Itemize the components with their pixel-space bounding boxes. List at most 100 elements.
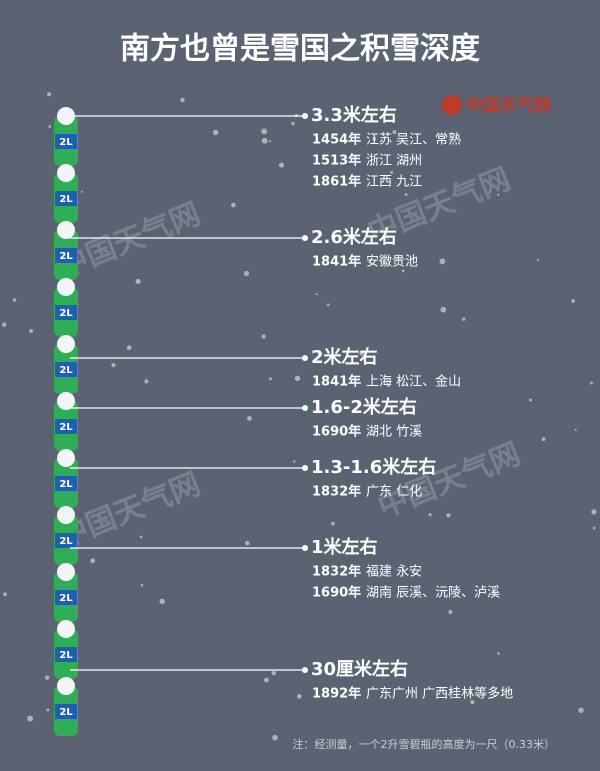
snow-dot bbox=[111, 362, 116, 368]
bottle-label-bg bbox=[55, 134, 77, 149]
footnote: 注：经测量，一个2升雪碧瓶的高度为一尺（0.33米） bbox=[293, 737, 556, 751]
snow-dot bbox=[261, 137, 268, 144]
snow-dot bbox=[159, 598, 165, 605]
record-year: 1841年 bbox=[312, 374, 361, 390]
snow-dot bbox=[315, 293, 318, 296]
level-label: 1米左右 bbox=[311, 536, 378, 558]
bottle-label: 2L bbox=[59, 707, 73, 718]
snow-dot bbox=[231, 202, 236, 208]
level-label: 30厘米左右 bbox=[311, 658, 408, 680]
bottle-label-bg bbox=[55, 590, 77, 605]
level-label: 2.6米左右 bbox=[311, 226, 397, 248]
level-dot bbox=[302, 545, 308, 551]
snow-dot bbox=[44, 675, 50, 680]
snow-dot bbox=[448, 610, 453, 615]
level-dot bbox=[302, 355, 308, 361]
bottle-label-bg bbox=[55, 305, 77, 320]
snow-dot bbox=[589, 381, 593, 385]
level-label: 1.6-2米左右 bbox=[311, 396, 417, 418]
level-label: 2米左右 bbox=[311, 346, 378, 368]
snow-dot bbox=[245, 540, 250, 546]
bottle-snow bbox=[57, 677, 75, 695]
logo-icon bbox=[442, 95, 462, 115]
snow-dot bbox=[529, 398, 532, 402]
snow-dot bbox=[428, 513, 432, 517]
snow-dot bbox=[293, 460, 296, 463]
snow-dot bbox=[139, 535, 143, 539]
levels: 3.3米左右 1454年 江苏 吴江、常熟 1513年 浙江 湖州 1861年 江西 九江 2… bbox=[70, 104, 513, 702]
snow-dot bbox=[497, 652, 500, 655]
record-place: 湖南 辰溪、沅陵、泸溪 bbox=[366, 585, 500, 601]
title: 南方也曾是雪国之积雪深度 bbox=[120, 32, 480, 67]
bottle-label-bg bbox=[55, 647, 77, 662]
snow-dot bbox=[390, 171, 394, 174]
record-year: 1832年 bbox=[312, 484, 361, 500]
bottle-label: 2L bbox=[59, 251, 73, 262]
bottle-snow bbox=[57, 449, 75, 467]
record-place: 广东广州 广西桂林等多地 bbox=[366, 686, 513, 702]
snow-dot bbox=[497, 193, 500, 196]
level-dot bbox=[302, 667, 308, 673]
snow-dot bbox=[261, 128, 268, 135]
logo-text: 中国天气网 bbox=[466, 95, 551, 116]
level-dot bbox=[302, 235, 308, 241]
snow-dot bbox=[392, 130, 397, 135]
record-year: 1454年 bbox=[312, 132, 361, 148]
bottle-label: 2L bbox=[59, 422, 73, 433]
snow-dot bbox=[359, 350, 365, 356]
snow-dot bbox=[440, 306, 447, 313]
level-label: 3.3米左右 bbox=[311, 104, 397, 126]
snow-dot bbox=[27, 715, 33, 722]
bottle-label-bg bbox=[55, 419, 77, 434]
snow-dot bbox=[272, 734, 278, 741]
bottle-snow bbox=[57, 563, 75, 581]
snow-dot bbox=[446, 513, 451, 518]
snow-dot bbox=[536, 258, 539, 261]
snow-dot bbox=[2, 322, 7, 327]
snow-dot bbox=[578, 707, 584, 713]
bottle-label: 2L bbox=[59, 479, 73, 490]
snow-dot bbox=[462, 317, 466, 321]
snow-dot bbox=[331, 521, 335, 526]
snow-dot bbox=[294, 375, 301, 382]
bottle-label: 2L bbox=[59, 536, 73, 547]
snow-dot bbox=[247, 415, 252, 421]
record-year: 1690年 bbox=[312, 424, 361, 440]
snow-dot bbox=[439, 258, 446, 265]
snow-dot bbox=[574, 428, 577, 431]
snow-dot bbox=[90, 558, 96, 564]
snow-dot bbox=[278, 162, 285, 168]
snow-dot bbox=[334, 409, 338, 413]
bottle-label-bg bbox=[55, 533, 77, 548]
record-year: 1832年 bbox=[312, 564, 361, 580]
bottle-snow bbox=[57, 278, 75, 296]
snow-dot bbox=[261, 334, 266, 339]
record-place: 江苏 吴江、常熟 bbox=[366, 132, 461, 148]
bottle-snow bbox=[57, 506, 75, 524]
bottle-label: 2L bbox=[59, 137, 73, 148]
bottle-snow bbox=[57, 392, 75, 410]
snow-dot bbox=[80, 190, 83, 193]
record-year: 1861年 bbox=[312, 174, 361, 190]
snow-dot bbox=[48, 125, 52, 128]
bottle-snow bbox=[57, 335, 75, 353]
bottle-snow bbox=[57, 620, 75, 638]
snow-dot bbox=[571, 299, 575, 303]
snow-dot bbox=[326, 303, 330, 306]
snow-dot bbox=[243, 270, 250, 276]
snow-dot bbox=[401, 269, 405, 273]
record-year: 1892年 bbox=[312, 686, 361, 702]
snow-dot bbox=[592, 526, 596, 530]
snow-dots bbox=[2, 92, 597, 741]
level-dot bbox=[302, 113, 308, 119]
record-place: 安徽贵池 bbox=[366, 255, 418, 270]
snow-dot bbox=[271, 670, 276, 676]
record-year: 1513年 bbox=[312, 153, 361, 169]
level-dot bbox=[302, 405, 308, 411]
record-place: 上海 松江、金山 bbox=[366, 374, 461, 390]
snow-dot bbox=[3, 592, 7, 597]
bottle-label: 2L bbox=[59, 194, 73, 205]
record-place: 广东 仁化 bbox=[366, 485, 422, 500]
